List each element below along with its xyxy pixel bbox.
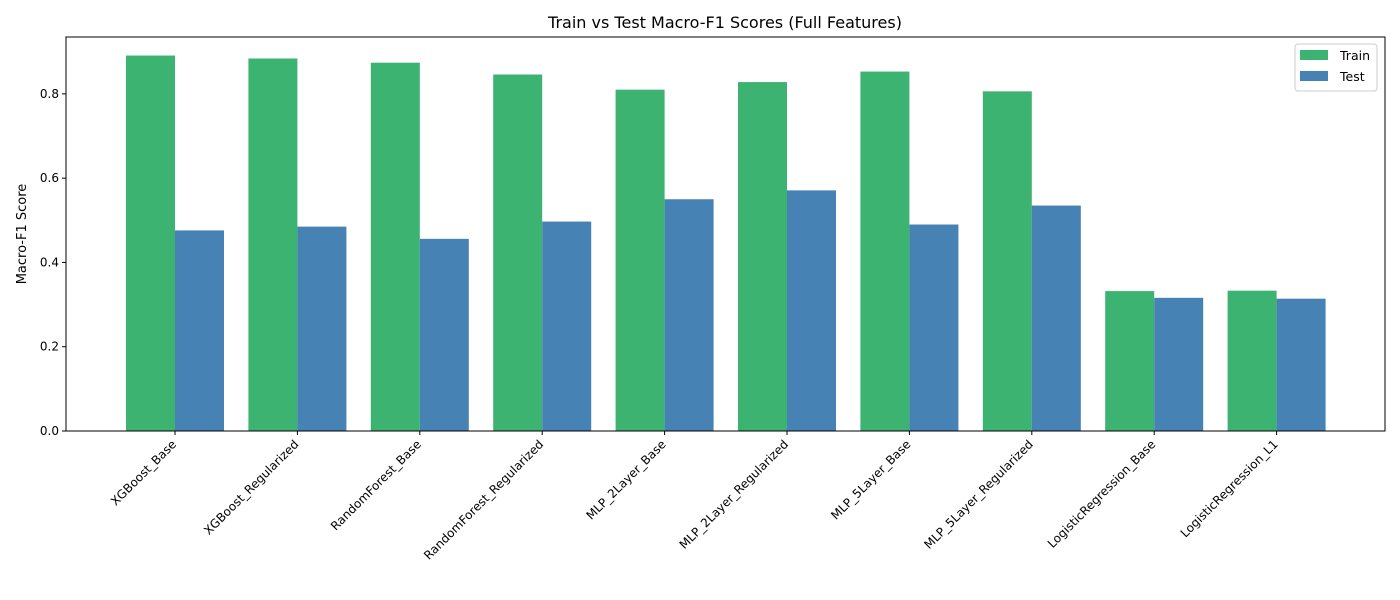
- bar-train-8: [1105, 291, 1155, 431]
- bar-train-3: [493, 74, 543, 431]
- x-tick-label: RandomForest_Regularized: [421, 437, 546, 562]
- bar-train-6: [860, 71, 910, 431]
- x-tick-label: RandomForest_Base: [328, 437, 424, 533]
- legend: Train Test: [1294, 43, 1378, 92]
- legend-label-test: Test: [1339, 69, 1365, 84]
- bar-test-5: [787, 190, 836, 431]
- bar-test-2: [419, 238, 469, 431]
- y-tick-label: 0.0: [40, 424, 59, 438]
- bar-train-1: [248, 58, 298, 432]
- chart-title: Train vs Test Macro-F1 Scores (Full Feat…: [547, 13, 902, 32]
- y-axis-label: Macro-F1 Score: [15, 184, 30, 285]
- bar-train-5: [738, 82, 787, 431]
- bar-test-3: [542, 221, 592, 431]
- bar-test-7: [1031, 205, 1081, 431]
- x-tick-label: XGBoost_Regularized: [201, 437, 301, 537]
- axes-layer: [65, 36, 1386, 432]
- y-tick-label: 0.4: [40, 255, 59, 269]
- x-tick-label: LogisticRegression_L1: [1178, 437, 1281, 540]
- plot-frame: [65, 36, 1386, 432]
- x-tick-label: XGBoost_Base: [108, 437, 179, 508]
- legend-label-train: Train: [1339, 48, 1370, 63]
- bar-test-1: [297, 226, 347, 431]
- x-tick-label: MLP_2Layer_Base: [583, 437, 668, 522]
- bar-train-7: [982, 91, 1032, 431]
- y-tick-label: 0.6: [40, 171, 59, 185]
- bar-train-9: [1227, 290, 1277, 431]
- legend-swatch-train: [1300, 50, 1328, 60]
- x-tick-label: MLP_2Layer_Regularized: [677, 437, 792, 552]
- bar-test-4: [664, 199, 714, 431]
- bar-test-8: [1154, 297, 1204, 431]
- bar-train-2: [370, 62, 420, 432]
- y-tick-label: 0.8: [40, 87, 59, 101]
- bar-train-0: [126, 55, 175, 432]
- bars-layer: [126, 55, 1326, 432]
- bar-test-6: [909, 224, 959, 431]
- x-tick-label: LogisticRegression_Base: [1045, 437, 1159, 551]
- bar-test-0: [175, 230, 224, 431]
- x-tick-label: MLP_5Layer_Regularized: [921, 437, 1036, 552]
- bar-train-4: [615, 89, 665, 431]
- legend-swatch-test: [1300, 71, 1328, 81]
- x-tick-label: MLP_5Layer_Base: [828, 437, 913, 522]
- bar-test-9: [1276, 298, 1326, 431]
- y-tick-label: 0.2: [40, 340, 59, 354]
